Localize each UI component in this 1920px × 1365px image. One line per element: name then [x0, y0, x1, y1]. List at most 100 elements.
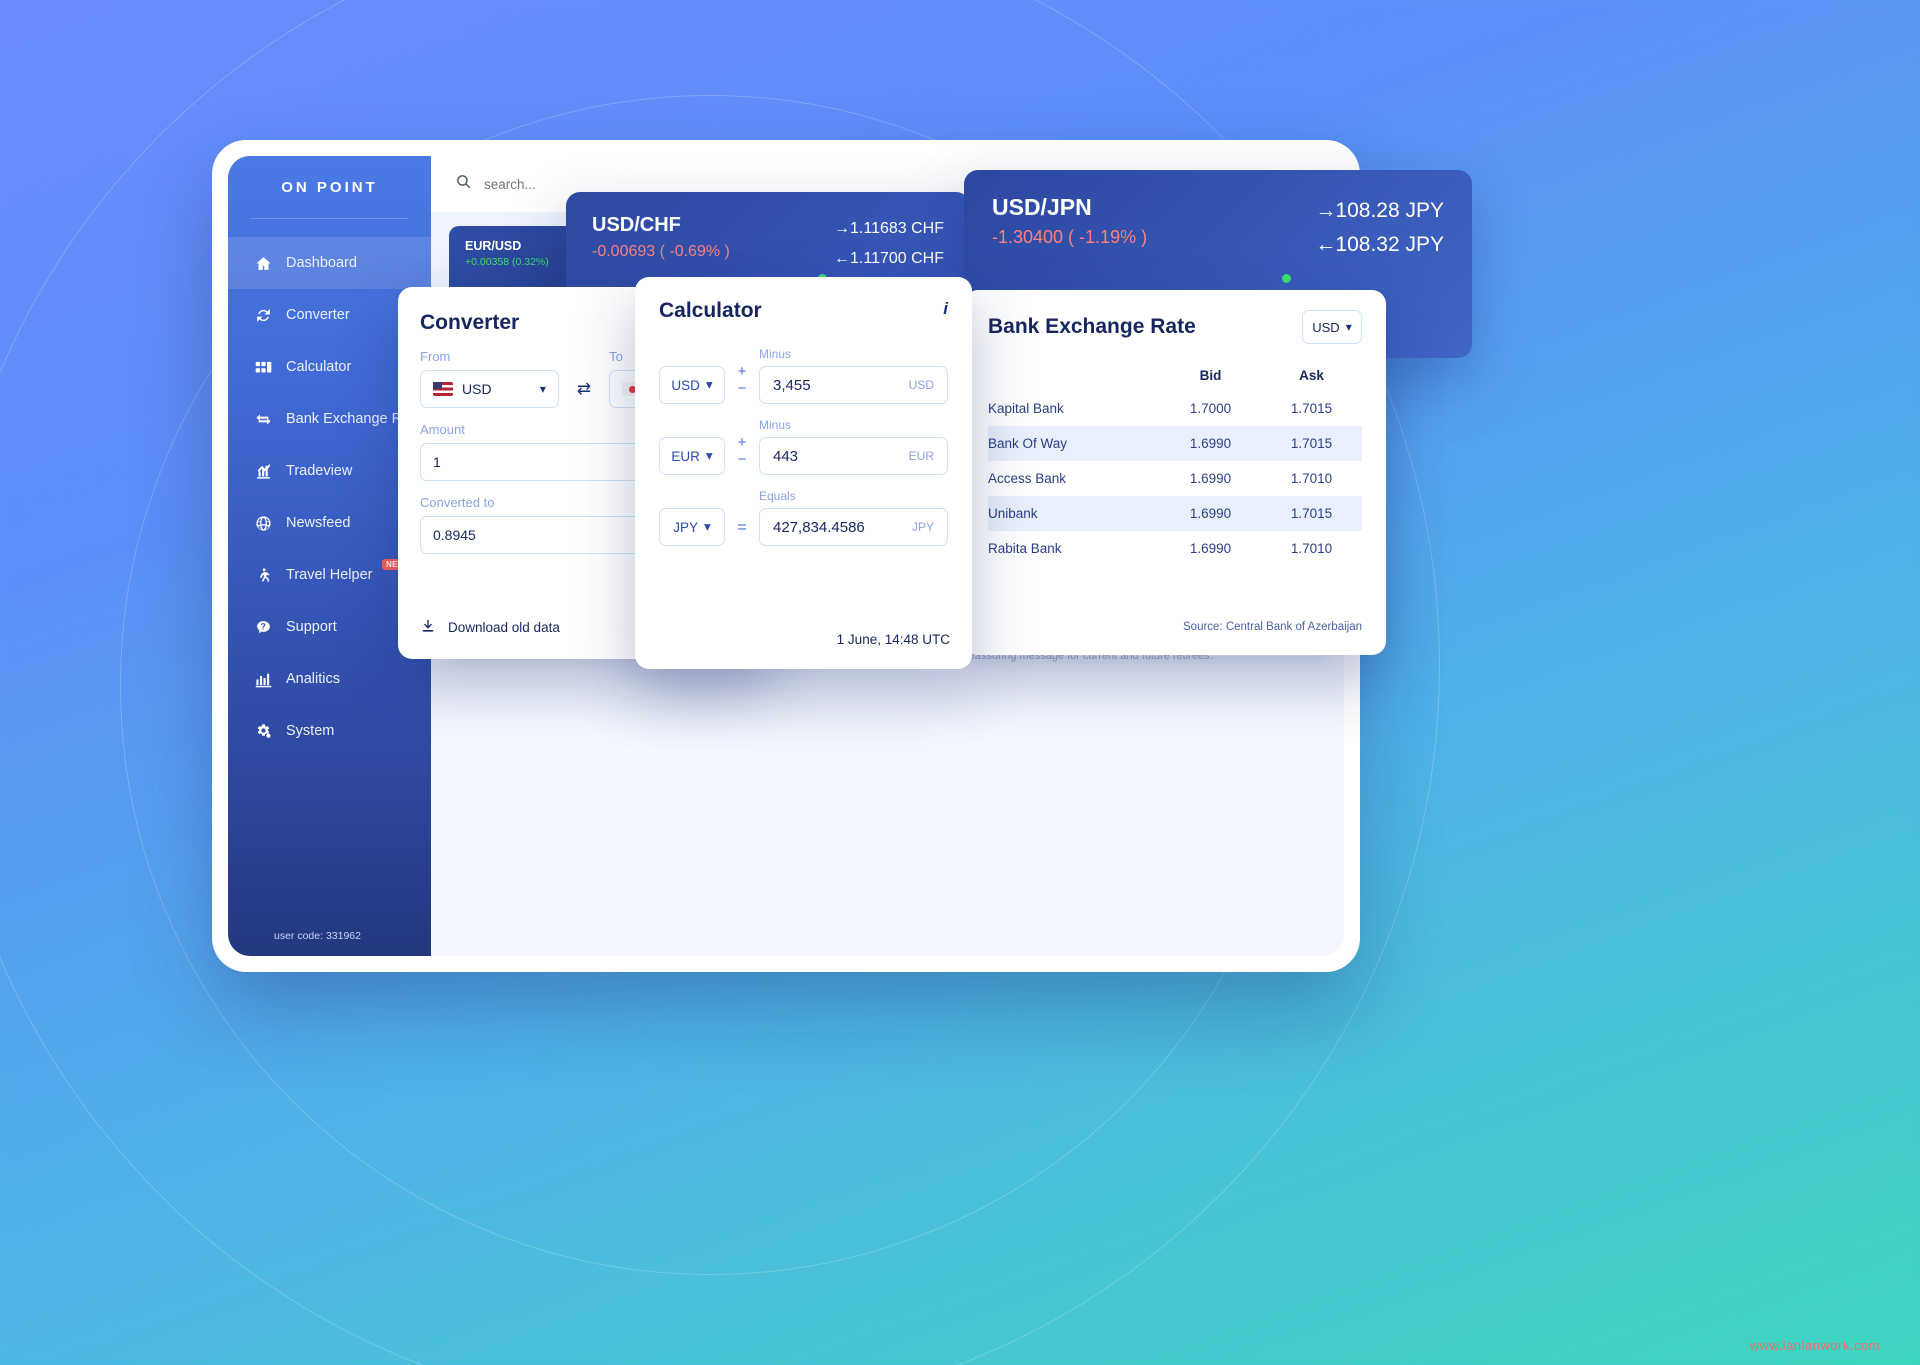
download-old-data-label[interactable]: Download old data — [448, 620, 560, 635]
sidebar-item-newsfeed[interactable]: Newsfeed — [228, 497, 431, 549]
calc-result-currency: JPY — [911, 520, 934, 534]
bank-bid: 1.7000 — [1189, 401, 1232, 416]
calc-amount-currency: USD — [908, 378, 934, 392]
chart-up-icon — [254, 462, 273, 481]
chat-question-icon — [254, 618, 273, 637]
calculator-row: JPY ▾ = Equals 427,834.4586 JPY — [659, 489, 948, 546]
quote-sell: 1.11683 CHF — [850, 220, 944, 237]
chevron-down-icon: ▾ — [703, 519, 711, 534]
table-row[interactable]: Rabita Bank 1.6990 1.7010 — [988, 531, 1362, 566]
bank-bid: 1.6990 — [1189, 436, 1232, 451]
col-name — [988, 360, 1160, 391]
bank-name: Bank Of Way — [988, 436, 1068, 451]
sidebar-item-support[interactable]: Support — [228, 601, 431, 653]
quote-buy: 108.32 JPY — [1335, 232, 1444, 256]
sidebar-item-calculator[interactable]: Calculator — [228, 341, 431, 393]
plus-icon[interactable]: + — [737, 434, 747, 451]
sidebar-item-label: Bank Exchange Rate — [286, 411, 423, 427]
sidebar-badge-new: NEW — [382, 559, 410, 570]
calc-amount-currency: EUR — [908, 449, 934, 463]
globe-icon — [254, 514, 273, 533]
table-row[interactable]: Access Bank 1.6990 1.7010 — [988, 461, 1362, 496]
background-arc-outer — [0, 0, 1440, 1365]
calc-currency-value: USD — [671, 377, 700, 393]
search-input[interactable] — [484, 176, 744, 192]
bank-rate-table: Bid Ask Kapital Bank 1.7000 1.7015 Bank Of… — [988, 360, 1362, 566]
download-icon[interactable] — [420, 618, 436, 637]
bank-name: Rabita Bank — [988, 541, 1062, 556]
bank-bid: 1.6990 — [1189, 506, 1232, 521]
calc-row-label: Minus — [759, 418, 792, 432]
from-currency-select[interactable]: USD ▾ — [420, 370, 559, 408]
calculator-icon — [254, 358, 273, 377]
calc-result-field: 427,834.4586 JPY — [759, 508, 948, 546]
from-label: From — [420, 349, 451, 364]
sidebar-item-converter[interactable]: Converter — [228, 289, 431, 341]
bank-currency-select[interactable]: USD ▾ — [1302, 310, 1362, 344]
calc-currency-value: EUR — [671, 448, 700, 464]
calc-currency-select[interactable]: JPY ▾ — [659, 508, 725, 546]
calc-currency-select[interactable]: EUR ▾ — [659, 437, 725, 475]
quote-pair: USD/CHF — [592, 214, 681, 236]
plus-minus-stepper[interactable]: + − — [725, 434, 759, 475]
bank-panel-title: Bank Exchange Rate — [988, 315, 1196, 338]
bank-currency-value: USD — [1312, 319, 1340, 335]
sidebar-item-analitics[interactable]: Analitics — [228, 653, 431, 705]
minus-icon[interactable]: − — [737, 450, 747, 468]
info-icon[interactable]: i — [943, 299, 948, 318]
sidebar-item-system[interactable]: System — [228, 705, 431, 757]
calc-amount-input[interactable]: 443 EUR — [759, 437, 948, 475]
calc-amount-value: 443 — [773, 447, 799, 465]
calc-currency-select[interactable]: USD ▾ — [659, 366, 725, 404]
calculator-title: Calculator — [659, 299, 762, 322]
converted-label: Converted to — [420, 495, 495, 510]
bank-name: Access Bank — [988, 471, 1067, 486]
calculator-timestamp: 1 June, 14:48 UTC — [836, 632, 950, 647]
table-row[interactable]: Unibank 1.6990 1.7015 — [988, 496, 1362, 531]
sidebar-item-label: Converter — [286, 307, 350, 323]
chevron-down-icon: ▾ — [705, 448, 713, 463]
calc-amount-input[interactable]: 3,455 USD — [759, 366, 948, 404]
quote-buy-row: ←108.32 JPY — [1315, 228, 1444, 262]
sidebar-item-label: Analitics — [286, 671, 340, 687]
swap-currencies-button[interactable]: ⇄ — [576, 379, 592, 398]
status-dot — [1282, 274, 1291, 283]
plus-minus-stepper[interactable]: + − — [725, 363, 759, 404]
col-bid: Bid — [1199, 368, 1222, 383]
calc-result-value: 427,834.4586 — [773, 518, 865, 536]
sidebar-item-tradeview[interactable]: Tradeview — [228, 445, 431, 497]
user-code: user code: 331962 — [274, 930, 361, 942]
bank-source: Source: Central Bank of Azerbaijan — [1183, 621, 1362, 633]
sidebar-item-bank-exchange-rate[interactable]: Bank Exchange Rate — [228, 393, 431, 445]
from-currency-value: USD — [462, 381, 492, 397]
sidebar-item-dashboard[interactable]: Dashboard — [228, 237, 431, 289]
to-label: To — [609, 349, 623, 364]
chevron-down-icon: ▾ — [705, 377, 713, 392]
equals-icon: = — [737, 519, 747, 537]
rate-card-change: +0.00358 (0.32%) — [465, 256, 549, 268]
flag-us-icon — [433, 382, 453, 396]
bank-name: Kapital Bank — [988, 401, 1064, 416]
minus-icon[interactable]: − — [737, 379, 747, 397]
table-row[interactable]: Kapital Bank 1.7000 1.7015 — [988, 391, 1362, 426]
sidebar-item-label: Travel Helper — [286, 567, 373, 583]
table-row[interactable]: Bank Of Way 1.6990 1.7015 — [988, 426, 1362, 461]
bank-name: Unibank — [988, 506, 1038, 521]
calculator-footer: 1 June, 14:48 UTC — [657, 632, 950, 647]
quote-sell-row: →1.11683 CHF — [830, 214, 944, 244]
bank-bid: 1.6990 — [1189, 471, 1232, 486]
col-ask: Ask — [1299, 368, 1324, 383]
walking-person-icon — [254, 566, 273, 585]
arrow-left-icon: ← — [1315, 232, 1337, 256]
arrow-right-icon: → — [834, 220, 851, 237]
sidebar-item-label: System — [286, 723, 335, 739]
quote-buy-row: ←1.11700 CHF — [830, 244, 944, 274]
quote-pair: USD/JPN — [992, 194, 1092, 220]
calc-currency-value: JPY — [673, 519, 698, 535]
calculator-row: USD ▾ + − Minus 3,455 USD — [659, 347, 948, 404]
plus-icon[interactable]: + — [737, 363, 747, 380]
amount-label: Amount — [420, 422, 465, 437]
sidebar-item-label: Newsfeed — [286, 515, 351, 531]
calculator-row: EUR ▾ + − Minus 443 EUR — [659, 418, 948, 475]
sidebar-item-travel-helper[interactable]: Travel Helper NEW — [228, 549, 431, 601]
